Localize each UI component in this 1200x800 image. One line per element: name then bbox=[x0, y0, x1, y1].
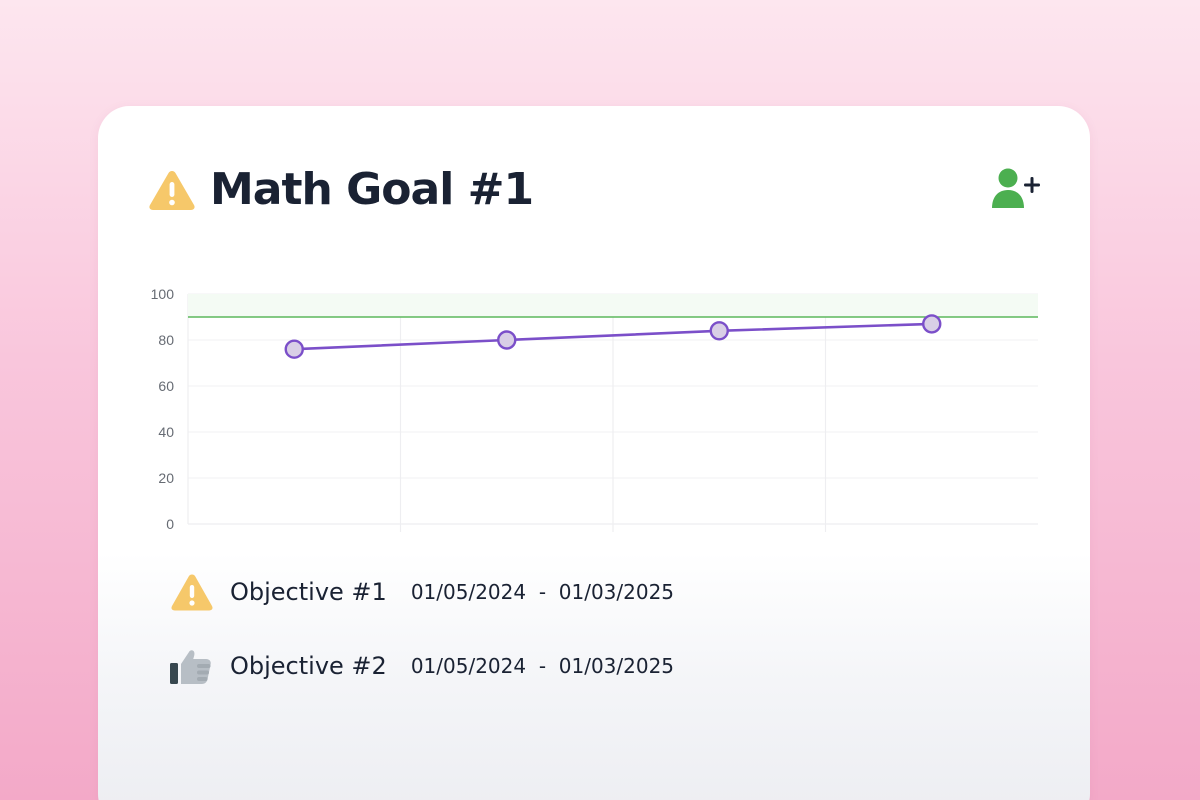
objective-label: Objective #1 bbox=[230, 578, 387, 606]
y-tick-label: 40 bbox=[158, 424, 174, 440]
data-point bbox=[709, 321, 729, 341]
objective-start-date: 01/05/2024 bbox=[410, 580, 527, 604]
y-axis-ticks: 0 20 40 60 80 100 bbox=[151, 286, 175, 532]
objective-row[interactable]: Objective #1 01/05/2024 - 01/03/2025 bbox=[170, 572, 674, 612]
target-band bbox=[188, 294, 1038, 318]
add-user-icon[interactable] bbox=[990, 166, 1042, 210]
y-tick-label: 60 bbox=[158, 378, 174, 394]
warning-icon bbox=[171, 574, 213, 611]
progress-chart: 0 20 40 60 80 100 bbox=[151, 286, 1038, 532]
series-line bbox=[294, 322, 932, 351]
objective-label: Objective #2 bbox=[230, 652, 387, 680]
objective-row[interactable]: Objective #2 01/05/2024 - 01/03/2025 bbox=[170, 646, 674, 686]
objective-end-date: 01/03/2025 bbox=[558, 580, 675, 604]
thumbs-up-icon bbox=[170, 650, 211, 684]
data-point bbox=[497, 330, 517, 350]
warning-icon bbox=[149, 171, 195, 210]
y-tick-label: 100 bbox=[151, 286, 175, 302]
chart-grid bbox=[187, 293, 1038, 532]
goal-card: Math Goal #1 0 20 40 60 80 100 Objective #1 0… bbox=[98, 106, 1090, 800]
y-tick-label: 0 bbox=[166, 516, 174, 532]
goal-title: Math Goal #1 bbox=[210, 164, 534, 215]
objective-end-date: 01/03/2025 bbox=[558, 654, 675, 678]
date-separator: - bbox=[538, 580, 547, 604]
chart-series bbox=[284, 314, 942, 359]
data-point bbox=[284, 339, 304, 359]
objectives-list: Objective #1 01/05/2024 - 01/03/2025 Obj… bbox=[170, 572, 674, 720]
objective-dates: 01/05/2024 - 01/03/2025 bbox=[411, 654, 674, 678]
y-tick-label: 80 bbox=[158, 332, 174, 348]
objective-start-date: 01/05/2024 bbox=[410, 654, 527, 678]
goal-header: Math Goal #1 bbox=[148, 158, 534, 222]
date-separator: - bbox=[538, 654, 547, 678]
data-point bbox=[922, 314, 942, 334]
target-zone bbox=[188, 294, 1038, 317]
y-tick-label: 20 bbox=[158, 470, 174, 486]
objective-dates: 01/05/2024 - 01/03/2025 bbox=[411, 580, 674, 604]
